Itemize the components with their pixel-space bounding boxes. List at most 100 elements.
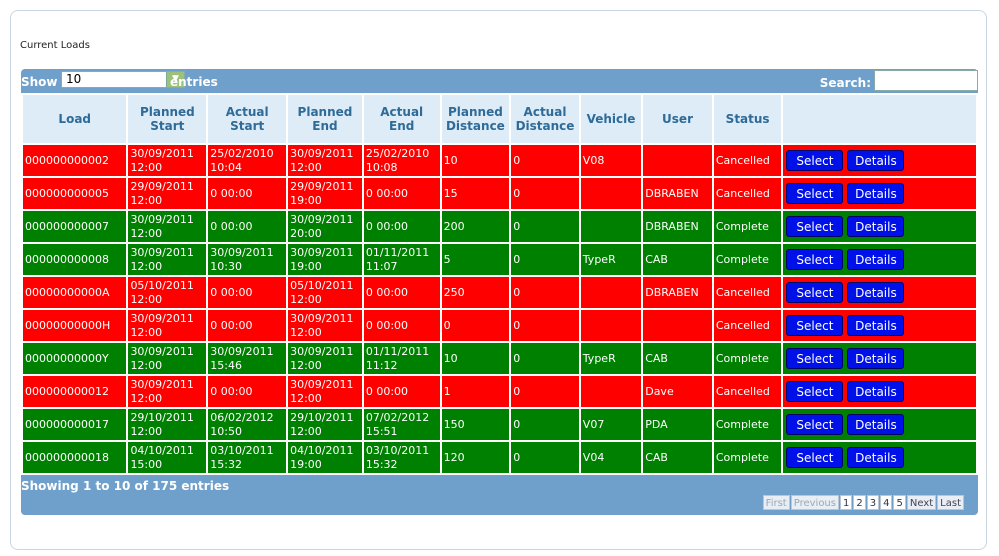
- planned-distance-cell: 200: [441, 211, 510, 242]
- select-button[interactable]: Select: [786, 447, 844, 468]
- row-actions-cell: Select Details: [783, 409, 976, 440]
- actual-start-cell: 03/10/2011 15:32: [208, 442, 287, 473]
- table-row[interactable]: 00000000000H 30/09/2011 12:00 0 00:00 30/09…: [23, 310, 976, 341]
- page-size-value: 10: [66, 72, 82, 86]
- column-header[interactable]: Planned End: [288, 95, 362, 143]
- column-header[interactable]: Status: [713, 95, 782, 143]
- select-button[interactable]: Select: [786, 249, 844, 270]
- select-button[interactable]: Select: [786, 183, 844, 204]
- planned-end-cell: 29/09/2011 19:00: [288, 178, 362, 209]
- planned-end-cell: 30/09/2011 12:00: [288, 310, 362, 341]
- planned-start-cell: 04/10/2011 15:00: [128, 442, 207, 473]
- select-button[interactable]: Select: [786, 150, 844, 171]
- status-cell: Cancelled: [713, 145, 782, 176]
- table-row[interactable]: 000000000008 30/09/2011 12:00 30/09/2011 1…: [23, 244, 976, 275]
- actual-start-cell: 0 00:00: [208, 178, 287, 209]
- table-row[interactable]: 000000000012 30/09/2011 12:00 0 00:00 30/09…: [23, 376, 976, 407]
- details-button[interactable]: Details: [847, 282, 905, 303]
- actual-start-cell: 30/09/2011 15:46: [208, 343, 287, 374]
- actual-distance-cell: 0: [511, 409, 579, 440]
- details-button[interactable]: Details: [847, 150, 905, 171]
- pager-first-button[interactable]: First: [762, 495, 790, 510]
- load-cell: 000000000018: [23, 442, 127, 473]
- table-row[interactable]: 000000000007 30/09/2011 12:00 0 00:00 30/09…: [23, 211, 976, 242]
- table-row[interactable]: 000000000017 29/10/2011 12:00 06/02/2012 1…: [23, 409, 976, 440]
- status-cell: Cancelled: [713, 310, 782, 341]
- select-button[interactable]: Select: [786, 282, 844, 303]
- pagination: First Previous 1 2 3 4 5 Next Last: [762, 495, 964, 510]
- column-header[interactable]: Load: [23, 95, 127, 143]
- actual-distance-cell: 0: [511, 178, 579, 209]
- details-button[interactable]: Details: [847, 315, 905, 336]
- vehicle-cell: V08: [580, 145, 642, 176]
- actual-distance-cell: 0: [511, 343, 579, 374]
- column-header[interactable]: Actual Distance: [511, 95, 579, 143]
- load-cell: 00000000000H: [23, 310, 127, 341]
- column-header: [783, 95, 976, 143]
- column-header[interactable]: User: [643, 95, 712, 143]
- table-row[interactable]: 00000000000A 05/10/2011 12:00 0 00:00 05/10…: [23, 277, 976, 308]
- column-header[interactable]: Planned Distance: [441, 95, 510, 143]
- column-header[interactable]: Actual End: [363, 95, 440, 143]
- details-button[interactable]: Details: [847, 447, 905, 468]
- table-row[interactable]: 00000000000Y 30/09/2011 12:00 30/09/2011 1…: [23, 343, 976, 374]
- status-cell: Complete: [713, 244, 782, 275]
- column-header[interactable]: Planned Start: [128, 95, 207, 143]
- pager-page-button[interactable]: 4: [880, 495, 893, 510]
- actual-end-cell: 0 00:00: [363, 211, 440, 242]
- planned-start-cell: 30/09/2011 12:00: [128, 343, 207, 374]
- select-button[interactable]: Select: [786, 216, 844, 237]
- details-button[interactable]: Details: [847, 183, 905, 204]
- details-button[interactable]: Details: [847, 381, 905, 402]
- pager-previous-button[interactable]: Previous: [790, 495, 839, 510]
- actual-end-cell: 0 00:00: [363, 277, 440, 308]
- pager-page-button[interactable]: 3: [866, 495, 880, 510]
- show-label: Show: [21, 75, 58, 89]
- page-size-select[interactable]: 10 ▼: [61, 71, 185, 88]
- actual-end-cell: 03/10/2011 15:32: [363, 442, 440, 473]
- pager-last-button[interactable]: Last: [937, 495, 964, 510]
- details-button[interactable]: Details: [847, 249, 905, 270]
- select-button[interactable]: Select: [786, 381, 844, 402]
- table-header-row: Load Planned Start Actual Start Planned …: [23, 95, 976, 143]
- user-cell: PDA: [643, 409, 712, 440]
- pager-page-button[interactable]: 5: [893, 495, 906, 510]
- table-row[interactable]: 000000000005 29/09/2011 12:00 0 00:00 29/09…: [23, 178, 976, 209]
- column-header[interactable]: Actual Start: [208, 95, 287, 143]
- planned-end-cell: 30/09/2011 20:00: [288, 211, 362, 242]
- load-cell: 000000000012: [23, 376, 127, 407]
- select-button[interactable]: Select: [786, 348, 844, 369]
- planned-distance-cell: 10: [441, 343, 510, 374]
- chevron-down-icon[interactable]: ▼: [166, 72, 184, 87]
- row-actions-cell: Select Details: [783, 145, 976, 176]
- user-cell: CAB: [643, 343, 712, 374]
- table-row[interactable]: 000000000018 04/10/2011 15:00 03/10/2011 1…: [23, 442, 976, 473]
- planned-end-cell: 05/10/2011 12:00: [288, 277, 362, 308]
- vehicle-cell: TypeR: [580, 244, 642, 275]
- details-button[interactable]: Details: [847, 348, 905, 369]
- planned-start-cell: 29/09/2011 12:00: [128, 178, 207, 209]
- load-cell: 000000000005: [23, 178, 127, 209]
- actual-distance-cell: 0: [511, 442, 579, 473]
- planned-distance-cell: 10: [441, 145, 510, 176]
- select-button[interactable]: Select: [786, 315, 844, 336]
- status-cell: Complete: [713, 409, 782, 440]
- select-button[interactable]: Select: [786, 414, 844, 435]
- vehicle-cell: [580, 277, 642, 308]
- planned-end-cell: 30/09/2011 12:00: [288, 376, 362, 407]
- details-button[interactable]: Details: [847, 414, 905, 435]
- column-header[interactable]: Vehicle: [580, 95, 642, 143]
- planned-start-cell: 29/10/2011 12:00: [128, 409, 207, 440]
- planned-start-cell: 30/09/2011 12:00: [128, 244, 207, 275]
- details-button[interactable]: Details: [847, 216, 905, 237]
- planned-end-cell: 04/10/2011 19:00: [288, 442, 362, 473]
- user-cell: DBRABEN: [643, 178, 712, 209]
- table-toolbar: Show 10 ▼ entries Search:: [21, 69, 978, 93]
- pager-page-button[interactable]: 2: [853, 495, 866, 510]
- pager-page-button[interactable]: 1: [839, 495, 853, 510]
- table-row[interactable]: 000000000002 30/09/2011 12:00 25/02/2010 1…: [23, 145, 976, 176]
- search-input[interactable]: [874, 70, 978, 91]
- planned-distance-cell: 1: [441, 376, 510, 407]
- pager-next-button[interactable]: Next: [906, 495, 937, 510]
- actual-distance-cell: 0: [511, 277, 579, 308]
